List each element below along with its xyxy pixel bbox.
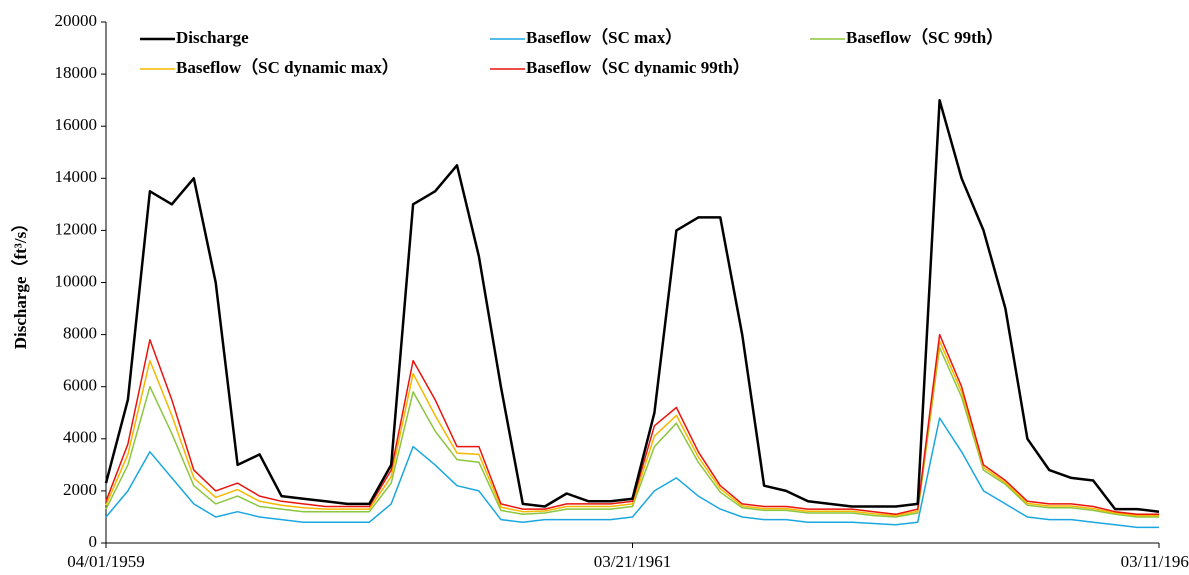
y-tick-label: 6000 [63,376,97,395]
x-tick-label: 03/21/1961 [594,552,671,571]
x-tick-label: 03/11/1963 [1121,552,1189,571]
y-tick-label: 12000 [55,219,98,238]
y-tick-label: 2000 [63,480,97,499]
legend-label: Baseflow（SC dynamic max） [176,57,399,77]
series-line [105,417,1159,529]
series-line [105,333,1159,516]
y-tick-label: 18000 [55,63,98,82]
y-tick-label: 4000 [63,428,97,447]
y-axis-label: Discharge（ft³/s） [10,215,30,349]
legend-label: Discharge [176,28,249,47]
y-tick-label: 10000 [55,271,98,290]
legend-label: Baseflow（SC dynamic 99th） [526,57,750,77]
y-tick-label: 20000 [55,11,98,30]
legend-label: Baseflow（SC 99th） [846,27,1003,47]
y-tick-label: 14000 [55,167,98,186]
y-tick-label: 8000 [63,324,97,343]
series-line [105,340,1159,517]
y-tick-label: 16000 [55,115,98,134]
series-line [105,346,1159,518]
x-tick-label: 04/01/1959 [67,552,144,571]
y-tick-label: 0 [89,532,98,551]
legend-label: Baseflow（SC max） [526,27,682,47]
series-line [104,98,1160,513]
